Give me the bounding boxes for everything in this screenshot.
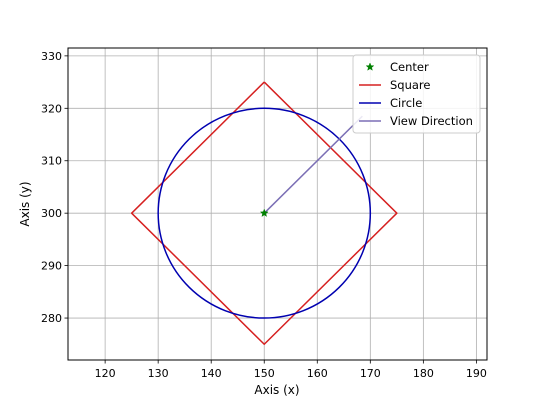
y-tick-label: 300 bbox=[41, 207, 62, 220]
axis-ticks: 120 130 140 150 160 170 180 190 280 290 300 310 320 3… bbox=[41, 50, 487, 380]
y-tick-label: 280 bbox=[41, 312, 62, 325]
legend-label: Circle bbox=[390, 96, 422, 110]
x-tick-label: 130 bbox=[148, 367, 169, 380]
square-series bbox=[130, 81, 398, 346]
legend-label: View Direction bbox=[390, 114, 473, 128]
x-axis-label: Axis (x) bbox=[254, 383, 299, 397]
legend-handle-center bbox=[365, 62, 375, 71]
view-direction-series bbox=[263, 115, 363, 214]
plot-frame bbox=[67, 47, 488, 361]
legend-label: Center bbox=[390, 60, 429, 74]
x-tick-label: 120 bbox=[95, 367, 116, 380]
y-tick-label: 310 bbox=[41, 155, 62, 168]
y-tick-label: 330 bbox=[41, 50, 62, 63]
center-marker bbox=[259, 208, 269, 217]
legend-box bbox=[352, 54, 481, 134]
data-marks bbox=[130, 81, 398, 346]
legend: Center Square Circle View Direction bbox=[352, 54, 481, 134]
x-tick-label: 150 bbox=[254, 367, 275, 380]
x-tick-label: 140 bbox=[201, 367, 222, 380]
circle-series bbox=[157, 107, 372, 319]
y-axis-label: Axis (y) bbox=[18, 181, 32, 226]
legend-label: Square bbox=[390, 78, 431, 92]
x-tick-label: 170 bbox=[360, 367, 381, 380]
x-tick-label: 160 bbox=[307, 367, 328, 380]
y-tick-label: 320 bbox=[41, 102, 62, 115]
y-tick-label: 290 bbox=[41, 260, 62, 273]
x-tick-label: 180 bbox=[413, 367, 434, 380]
x-tick-label: 190 bbox=[466, 367, 487, 380]
